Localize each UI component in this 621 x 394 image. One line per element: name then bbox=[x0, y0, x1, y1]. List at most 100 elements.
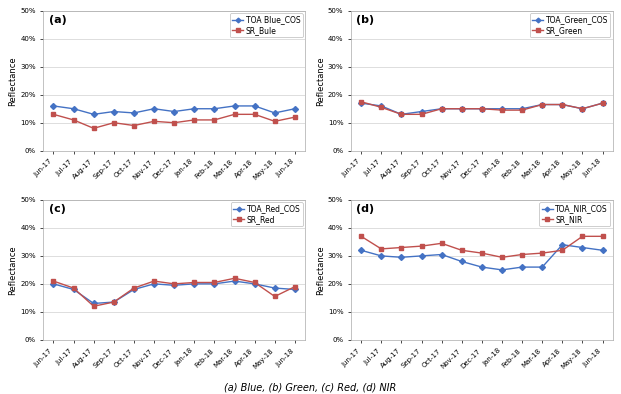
SR_Bule bbox=[170, 120, 178, 125]
SR_Red bbox=[50, 279, 57, 283]
TOA_Green_COS bbox=[559, 102, 566, 107]
SR_NIR bbox=[397, 245, 405, 250]
SR_Bule bbox=[291, 115, 299, 119]
TOA Blue_COS bbox=[191, 106, 198, 111]
TOA_Red_COS bbox=[271, 286, 278, 290]
TOA_Red_COS bbox=[130, 287, 138, 292]
SR_Bule bbox=[70, 117, 77, 122]
SR_Bule bbox=[271, 119, 278, 124]
SR_NIR bbox=[378, 247, 385, 251]
SR_Red bbox=[191, 280, 198, 285]
SR_Green bbox=[579, 106, 586, 111]
TOA Blue_COS bbox=[110, 109, 117, 114]
TOA_Red_COS bbox=[211, 281, 218, 286]
SR_Red bbox=[70, 286, 77, 290]
Legend: TOA Blue_COS, SR_Bule: TOA Blue_COS, SR_Bule bbox=[230, 13, 302, 37]
TOA Blue_COS bbox=[90, 112, 97, 117]
SR_NIR bbox=[438, 241, 445, 246]
SR_Red bbox=[231, 276, 238, 281]
SR_NIR bbox=[498, 255, 505, 260]
SR_Bule bbox=[110, 120, 117, 125]
Line: TOA Blue_COS: TOA Blue_COS bbox=[52, 104, 297, 116]
SR_Green bbox=[358, 99, 365, 104]
TOA_Red_COS bbox=[70, 287, 77, 292]
SR_Green bbox=[498, 108, 505, 113]
SR_Green bbox=[397, 112, 405, 117]
Y-axis label: Reflectance: Reflectance bbox=[8, 245, 17, 295]
TOA_Green_COS bbox=[599, 101, 606, 106]
SR_Red bbox=[130, 286, 138, 290]
TOA_Red_COS bbox=[90, 301, 97, 306]
Y-axis label: Reflectance: Reflectance bbox=[8, 56, 17, 106]
Legend: TOA_Red_COS, SR_Red: TOA_Red_COS, SR_Red bbox=[230, 202, 302, 227]
TOA Blue_COS bbox=[231, 104, 238, 108]
SR_Green bbox=[559, 102, 566, 107]
TOA_NIR_COS bbox=[438, 252, 445, 257]
SR_Bule bbox=[251, 112, 258, 117]
SR_NIR bbox=[599, 234, 606, 239]
Line: TOA_NIR_COS: TOA_NIR_COS bbox=[359, 243, 605, 272]
TOA_Green_COS bbox=[378, 104, 385, 108]
TOA_NIR_COS bbox=[418, 253, 425, 258]
SR_Green bbox=[599, 101, 606, 106]
TOA_Red_COS bbox=[191, 281, 198, 286]
SR_Green bbox=[438, 106, 445, 111]
TOA_Red_COS bbox=[170, 283, 178, 288]
SR_Red bbox=[170, 281, 178, 286]
TOA_Red_COS bbox=[231, 279, 238, 283]
TOA Blue_COS bbox=[150, 106, 158, 111]
TOA_Green_COS bbox=[579, 106, 586, 111]
TOA_Green_COS bbox=[358, 101, 365, 106]
Line: SR_Red: SR_Red bbox=[52, 276, 297, 309]
TOA_NIR_COS bbox=[599, 248, 606, 253]
Line: SR_NIR: SR_NIR bbox=[359, 234, 605, 259]
Text: (a): (a) bbox=[48, 15, 66, 25]
SR_Bule bbox=[90, 126, 97, 131]
SR_Bule bbox=[150, 119, 158, 124]
TOA Blue_COS bbox=[170, 109, 178, 114]
TOA_Red_COS bbox=[251, 281, 258, 286]
TOA_Green_COS bbox=[478, 106, 486, 111]
SR_Green bbox=[418, 112, 425, 117]
SR_NIR bbox=[519, 252, 526, 257]
SR_Red bbox=[291, 284, 299, 289]
TOA_NIR_COS bbox=[358, 248, 365, 253]
TOA_Green_COS bbox=[418, 109, 425, 114]
TOA_Green_COS bbox=[438, 106, 445, 111]
TOA_NIR_COS bbox=[478, 265, 486, 269]
Y-axis label: Reflectance: Reflectance bbox=[316, 245, 325, 295]
TOA_NIR_COS bbox=[458, 259, 466, 264]
SR_Bule bbox=[211, 117, 218, 122]
SR_NIR bbox=[358, 234, 365, 239]
Text: (c): (c) bbox=[48, 204, 65, 214]
TOA Blue_COS bbox=[50, 104, 57, 108]
SR_Bule bbox=[130, 123, 138, 128]
Line: TOA_Green_COS: TOA_Green_COS bbox=[359, 101, 605, 116]
Line: SR_Bule: SR_Bule bbox=[52, 112, 297, 130]
TOA_NIR_COS bbox=[397, 255, 405, 260]
SR_Bule bbox=[50, 112, 57, 117]
Legend: TOA_Green_COS, SR_Green: TOA_Green_COS, SR_Green bbox=[530, 13, 610, 37]
SR_Red bbox=[150, 279, 158, 283]
TOA_NIR_COS bbox=[519, 265, 526, 269]
SR_Green bbox=[538, 102, 546, 107]
Legend: TOA_NIR_COS, SR_NIR: TOA_NIR_COS, SR_NIR bbox=[540, 202, 610, 227]
SR_Red bbox=[271, 294, 278, 299]
TOA_Red_COS bbox=[291, 287, 299, 292]
SR_NIR bbox=[418, 244, 425, 249]
SR_NIR bbox=[579, 234, 586, 239]
TOA Blue_COS bbox=[211, 106, 218, 111]
Line: TOA_Red_COS: TOA_Red_COS bbox=[52, 279, 297, 305]
SR_NIR bbox=[458, 248, 466, 253]
TOA_Green_COS bbox=[538, 102, 546, 107]
Text: (b): (b) bbox=[356, 15, 374, 25]
TOA_Green_COS bbox=[397, 112, 405, 117]
TOA_NIR_COS bbox=[579, 245, 586, 250]
TOA_Red_COS bbox=[150, 281, 158, 286]
SR_Bule bbox=[191, 117, 198, 122]
SR_Green bbox=[378, 105, 385, 110]
TOA Blue_COS bbox=[271, 111, 278, 115]
Line: SR_Green: SR_Green bbox=[359, 100, 605, 116]
TOA_Red_COS bbox=[110, 300, 117, 305]
SR_Bule bbox=[231, 112, 238, 117]
